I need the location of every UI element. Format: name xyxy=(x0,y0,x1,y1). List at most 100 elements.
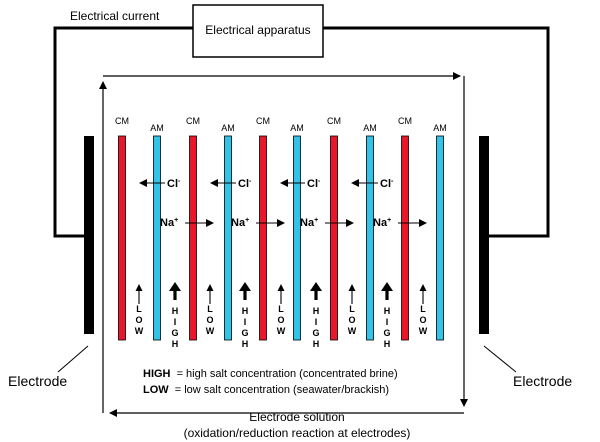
channel-label-letter: L xyxy=(420,304,426,314)
channel-label-letter: H xyxy=(172,339,179,349)
channel-label-letter: W xyxy=(135,326,144,336)
channel-label-letter: H xyxy=(242,306,249,316)
membrane-am xyxy=(366,135,374,341)
sodium-ion-label: Na+ xyxy=(231,217,249,229)
membrane-label: AM xyxy=(433,123,447,133)
flow-arrow-head xyxy=(419,284,427,291)
membrane-label: AM xyxy=(150,123,164,133)
channel-label-letter: O xyxy=(419,315,426,325)
high-channel: HIGH xyxy=(310,282,322,349)
flow-arrow-head xyxy=(381,282,393,291)
electrode-right-pointer xyxy=(483,345,517,373)
sodium-ion-label: Na+ xyxy=(160,217,178,229)
electrical-current-label: Electrical current xyxy=(70,9,160,23)
channel-label-letter: H xyxy=(242,339,249,349)
flow-arrow-head xyxy=(348,284,356,291)
channel-label-letter: L xyxy=(136,304,142,314)
channel-label-letter: G xyxy=(241,328,248,338)
channel-label-letter: I xyxy=(315,317,318,327)
channel-label-letter: H xyxy=(384,339,391,349)
channel-label-letter: I xyxy=(174,317,177,327)
ion-flows: Cl- Na+ Cl- Na+ Cl- Na+ Cl- Na+ xyxy=(139,178,427,229)
low-channel: LOW xyxy=(206,284,215,336)
concentration-legend: HIGH = high salt concentration (concentr… xyxy=(143,368,398,396)
electrode-right-label: Electrode xyxy=(513,373,572,389)
electrode-right-plate xyxy=(479,136,489,334)
electrode-solution-note: (oxidation/reduction reaction at electro… xyxy=(184,426,411,440)
high-channel: HIGH xyxy=(239,282,251,349)
sodium-ion-label: Na+ xyxy=(373,217,391,229)
membrane-cm xyxy=(118,135,126,341)
electrode-solution-label: Electrode solution xyxy=(249,410,344,424)
low-channel: LOW xyxy=(419,284,428,336)
channel-label-letter: H xyxy=(313,306,320,316)
channel-label-letter: G xyxy=(383,328,390,338)
membrane-am xyxy=(436,135,444,341)
sodium-ion-label: Na+ xyxy=(300,217,318,229)
channel-label-letter: H xyxy=(384,306,391,316)
flow-arrow-head xyxy=(277,284,285,291)
membrane-label: AM xyxy=(290,123,304,133)
channel-label-letter: L xyxy=(349,304,355,314)
legend-low-key: LOW xyxy=(143,384,169,396)
electrical-apparatus-label: Electrical apparatus xyxy=(205,23,310,37)
chloride-ion-label: Cl- xyxy=(380,178,394,190)
low-channel: LOW xyxy=(135,284,144,336)
legend-low-text: = low salt concentration (seawater/brack… xyxy=(175,384,389,396)
membrane-label: CM xyxy=(186,116,200,126)
chloride-ion-label: Cl- xyxy=(238,178,252,190)
membrane-cm xyxy=(259,135,267,341)
chloride-ion-label: Cl- xyxy=(307,178,321,190)
channel-label-letter: W xyxy=(277,326,286,336)
flow-arrow-head xyxy=(169,282,181,291)
flow-arrow-head xyxy=(310,282,322,291)
channel-label-letter: W xyxy=(206,326,215,336)
membrane-label: AM xyxy=(221,123,235,133)
membrane-label: CM xyxy=(256,116,270,126)
electrode-left-pointer xyxy=(57,345,89,373)
channel-label-letter: L xyxy=(207,304,213,314)
channel-label-letter: O xyxy=(277,315,284,325)
membrane-label: AM xyxy=(363,123,377,133)
legend-high: HIGH = high salt concentration (concentr… xyxy=(143,368,398,380)
membrane-am xyxy=(224,135,232,341)
high-channel: HIGH xyxy=(381,282,393,349)
chloride-ion-label: Cl- xyxy=(167,178,181,190)
electrical-apparatus: Electrical apparatus xyxy=(192,4,324,58)
channel-label-letter: I xyxy=(244,317,247,327)
membrane-label: CM xyxy=(115,116,129,126)
membrane-am xyxy=(293,135,301,341)
membrane-cm xyxy=(189,135,197,341)
legend-low: LOW = low salt concentration (seawater/b… xyxy=(143,384,389,396)
flow-arrow-head xyxy=(206,284,214,291)
channel-label-letter: L xyxy=(278,304,284,314)
membrane-cm xyxy=(330,135,338,341)
channel-label-letter: O xyxy=(206,315,213,325)
channel-label-letter: G xyxy=(312,328,319,338)
low-channel: LOW xyxy=(348,284,357,336)
channel-label-letter: H xyxy=(172,306,179,316)
membrane-label: CM xyxy=(398,116,412,126)
membrane-am xyxy=(153,135,161,341)
high-channel: HIGH xyxy=(169,282,181,349)
channel-label-letter: W xyxy=(348,326,357,336)
membrane-cm xyxy=(401,135,409,341)
channel-label-letter: G xyxy=(171,328,178,338)
channel-label-letter: I xyxy=(386,317,389,327)
channel-label-letter: O xyxy=(135,315,142,325)
channel-label-letter: W xyxy=(419,326,428,336)
legend-high-text: = high salt concentration (concentrated … xyxy=(177,368,398,380)
flow-arrow-head xyxy=(135,284,143,291)
circuit-wire xyxy=(53,26,550,238)
channel-label-letter: O xyxy=(348,315,355,325)
channel-label-letter: H xyxy=(313,339,320,349)
electrode-left-plate xyxy=(84,136,94,334)
membrane-stack: CM AM CM AM CM AM CM AM CM AM xyxy=(115,116,447,341)
electrode-solution-loop xyxy=(99,72,468,417)
legend-high-key: HIGH xyxy=(143,368,171,380)
membrane-label: CM xyxy=(327,116,341,126)
flow-arrow-head xyxy=(239,282,251,291)
electrode-left-label: Electrode xyxy=(8,373,67,389)
